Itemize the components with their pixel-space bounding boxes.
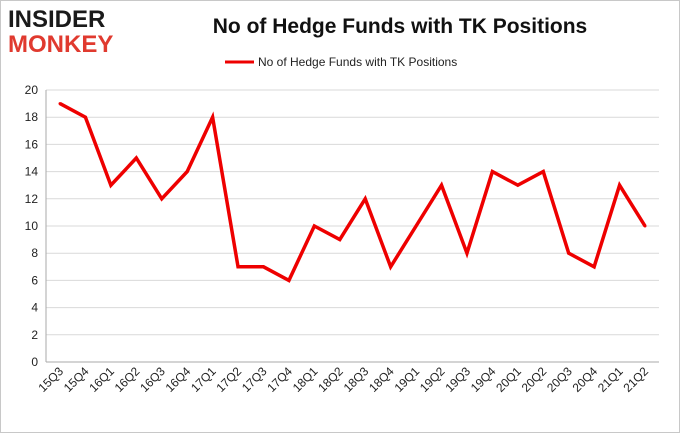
series-line	[59, 102, 647, 283]
x-tick-label: 18Q1	[290, 364, 321, 395]
x-tick-label: 18Q2	[315, 364, 346, 395]
legend: No of Hedge Funds with TK Positions	[225, 55, 457, 69]
x-tick-label: 20Q1	[493, 364, 524, 395]
x-tick-label: 15Q4	[61, 364, 92, 395]
data-point	[541, 170, 545, 174]
x-tick-label: 18Q3	[341, 364, 372, 395]
x-tick-label: 20Q3	[544, 364, 575, 395]
data-point	[465, 251, 469, 255]
logo-top-text: INSIDER	[8, 6, 106, 33]
x-tick-label: 18Q4	[366, 364, 397, 395]
y-tick-label: 0	[31, 355, 38, 369]
data-point	[236, 265, 240, 269]
x-tick-label: 21Q1	[595, 364, 626, 395]
y-tick-label: 6	[31, 273, 38, 287]
chart-title: No of Hedge Funds with TK Positions	[212, 15, 588, 38]
y-tick-label: 8	[31, 246, 38, 260]
x-tick-label: 16Q4	[163, 364, 194, 395]
x-tick-label: 17Q4	[264, 364, 295, 395]
grid-lines	[46, 89, 659, 336]
data-point	[567, 251, 571, 255]
y-tick-label: 12	[25, 192, 39, 206]
data-point	[338, 238, 342, 242]
insider-monkey-logo: INSIDER MONKEY	[8, 8, 132, 58]
y-tick-label: 14	[25, 165, 39, 179]
data-point	[643, 224, 647, 228]
x-tick-label: 19Q4	[468, 364, 499, 395]
y-tick-label: 2	[31, 328, 38, 342]
y-tick-label: 10	[25, 219, 39, 233]
x-tick-label: 19Q2	[417, 364, 448, 395]
data-point	[440, 183, 444, 187]
data-point	[414, 224, 418, 228]
data-point	[516, 183, 520, 187]
data-point	[490, 170, 494, 174]
x-tick-label: 20Q2	[519, 364, 550, 395]
data-point	[109, 183, 113, 187]
x-tick-label: 16Q2	[112, 364, 143, 395]
y-tick-label: 18	[25, 110, 39, 124]
x-tick-label: 19Q1	[392, 364, 423, 395]
data-point	[160, 197, 164, 201]
data-point	[312, 224, 316, 228]
data-point	[389, 265, 393, 269]
y-tick-label: 4	[31, 301, 38, 315]
y-tick-labels: 0 2 4 6 8 10 12 14 16 18 20	[25, 83, 39, 369]
series-lines	[58, 102, 647, 283]
y-tick-label: 16	[25, 137, 39, 151]
logo-bottom-text: MONKEY	[8, 31, 114, 58]
data-point	[287, 278, 291, 282]
data-point	[363, 197, 367, 201]
x-tick-label: 16Q1	[86, 364, 117, 395]
data-point	[58, 102, 62, 106]
data-point	[185, 170, 189, 174]
data-point	[211, 115, 215, 119]
x-tick-label: 20Q4	[570, 364, 601, 395]
data-point	[618, 183, 622, 187]
x-tick-label: 17Q1	[188, 364, 219, 395]
x-tick-label: 19Q3	[442, 364, 473, 395]
x-tick-label: 15Q3	[35, 364, 66, 395]
data-point	[134, 156, 138, 160]
legend-label: No of Hedge Funds with TK Positions	[258, 55, 457, 69]
axes	[45, 90, 659, 363]
data-point	[83, 115, 87, 119]
data-point	[261, 265, 265, 269]
x-tick-label: 21Q2	[620, 364, 651, 395]
data-point	[592, 265, 596, 269]
y-tick-label: 20	[25, 83, 39, 97]
x-tick-label: 17Q3	[239, 364, 270, 395]
x-tick-label: 17Q2	[214, 364, 245, 395]
x-tick-labels: 15Q315Q416Q116Q216Q316Q417Q117Q217Q317Q4…	[35, 364, 651, 395]
x-tick-label: 16Q3	[137, 364, 168, 395]
